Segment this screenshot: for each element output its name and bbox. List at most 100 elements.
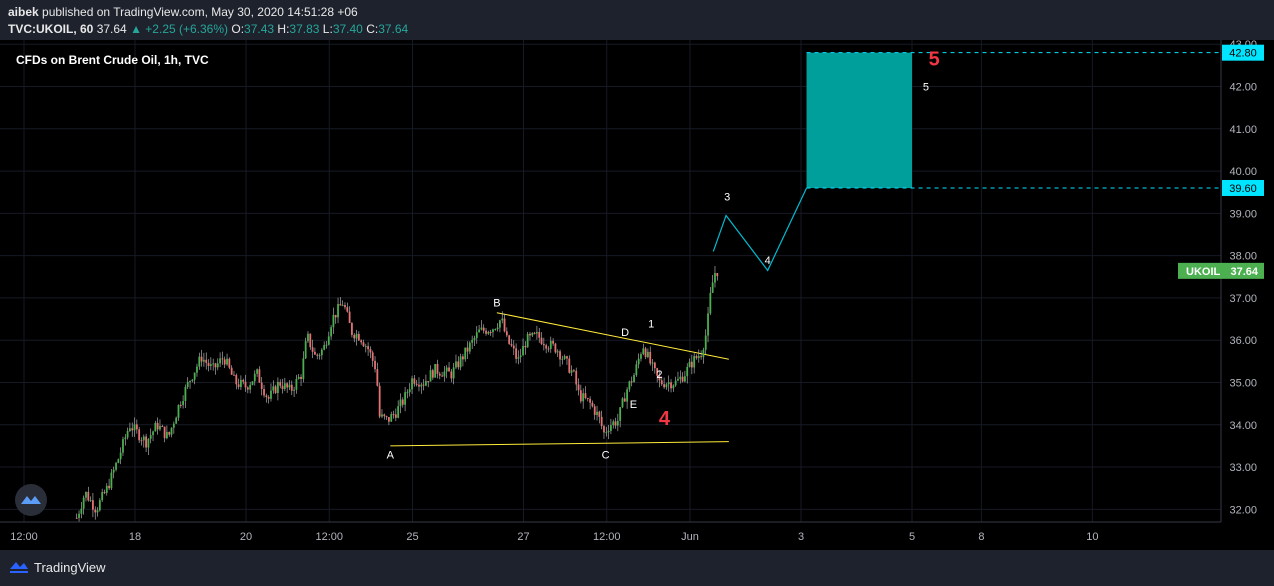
candle-body [115, 462, 117, 470]
candle-body [290, 384, 293, 391]
candle-body [466, 347, 469, 352]
candle-body [283, 383, 286, 389]
candle-body [589, 398, 591, 403]
time-tick-label: 12:00 [10, 531, 38, 543]
candle-body [288, 384, 291, 388]
candle-body [577, 384, 580, 391]
candle-body [163, 426, 166, 439]
candle-body [575, 370, 578, 385]
last-price: 37.64 [96, 22, 127, 36]
candle-body [214, 363, 217, 368]
candle-body [371, 352, 374, 361]
candle-body [311, 347, 314, 352]
candle-body [422, 384, 425, 386]
candle-body [688, 361, 691, 367]
candle-body [85, 491, 87, 498]
level-price-tag [1222, 179, 1264, 196]
candle-body [570, 370, 573, 373]
candle-body [561, 358, 564, 360]
footer-brand[interactable]: TradingView [34, 560, 106, 575]
candle-body [536, 332, 538, 334]
candle-body [156, 422, 159, 430]
candle-body [649, 351, 652, 364]
candle-body [459, 356, 462, 368]
candle-body [258, 369, 261, 383]
level-price-tag [1222, 44, 1264, 61]
candle-body [614, 421, 617, 426]
candle-body [663, 384, 665, 388]
candle-body [122, 439, 124, 453]
candle-body [140, 440, 143, 442]
candle-body [542, 343, 545, 346]
candle-body [233, 374, 235, 376]
low-value: 37.40 [332, 22, 363, 36]
open-label: O: [231, 22, 245, 36]
candle-body [270, 390, 272, 399]
candle-body [404, 392, 406, 405]
time-tick-label: 20 [240, 531, 252, 543]
candle-body [112, 469, 115, 473]
candle-body [540, 337, 543, 344]
last-price-value: 37.64 [1230, 266, 1258, 278]
candle-body [205, 359, 208, 363]
candle-body [240, 379, 242, 388]
candle-body [228, 358, 231, 368]
candle-body [397, 406, 400, 418]
price-tick-label: 38.00 [1229, 251, 1257, 263]
candle-body [316, 354, 319, 356]
candle-body [517, 357, 520, 359]
target-zone-box [806, 52, 912, 188]
candle-body [519, 355, 522, 358]
candle-body [89, 500, 92, 502]
candle-body [360, 340, 363, 343]
candle-body [616, 420, 619, 426]
candle-body [242, 379, 245, 382]
candle-body [274, 386, 277, 394]
author-name[interactable]: aibek [8, 5, 39, 19]
candle-body [394, 414, 397, 418]
candle-body [75, 517, 78, 519]
candle-body [429, 370, 432, 382]
candle-body [200, 356, 203, 362]
candle-body [674, 380, 677, 386]
candle-body [658, 375, 661, 381]
candle-body [124, 437, 127, 440]
candle-body [462, 356, 464, 360]
candle-body [452, 367, 455, 379]
chart-logo-icon-bg [15, 484, 47, 516]
candle-body [693, 356, 696, 368]
candle-body [193, 372, 196, 380]
candle-body [80, 508, 83, 514]
time-tick-label: 18 [129, 531, 141, 543]
candle-body [450, 371, 453, 379]
footer-bar: TradingView [0, 550, 1274, 586]
price-tick-label: 37.00 [1229, 293, 1257, 305]
candle-body [603, 426, 605, 433]
candle-body [644, 348, 647, 358]
candle-body [327, 336, 330, 345]
candle-body [332, 314, 335, 328]
candle-body [376, 369, 379, 386]
chart-title: CFDs on Brent Crude Oil, 1h, TVC [16, 53, 209, 67]
candle-body [487, 331, 490, 334]
candle-body [533, 332, 536, 334]
candle-body [686, 366, 689, 377]
candle-body [499, 320, 501, 328]
candle-body [697, 356, 700, 359]
candle-body [170, 427, 173, 435]
level-price-label: 42.80 [1229, 48, 1257, 60]
candle-body [138, 429, 141, 441]
candle-body [573, 370, 575, 372]
tradingview-logo-icon[interactable] [8, 558, 30, 581]
candle-body [494, 328, 497, 330]
candle-body [293, 389, 295, 391]
candle-body [579, 390, 582, 402]
candle-body [265, 395, 268, 397]
candle-body [510, 343, 513, 346]
candle-body [364, 346, 367, 348]
candle-body [135, 424, 138, 430]
candle-body [98, 500, 101, 511]
candle-body [679, 376, 682, 379]
candle-body [665, 384, 668, 388]
